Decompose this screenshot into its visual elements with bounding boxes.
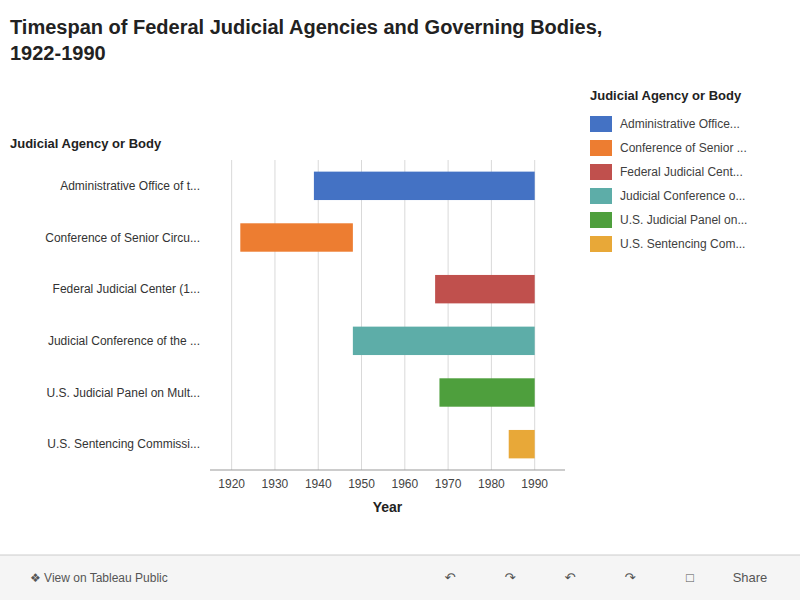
legend-swatch [590, 116, 612, 132]
y-tick-label: Administrative Office of t... [60, 179, 200, 193]
footer-icon: ↷ [505, 570, 517, 585]
y-tick-label: U.S. Sentencing Commissi... [47, 437, 200, 451]
bars [240, 172, 534, 459]
bar [439, 378, 534, 406]
x-tick-label: 1920 [218, 477, 245, 491]
title: Timespan of Federal Judicial Agencies an… [10, 16, 602, 38]
background [0, 0, 800, 600]
x-axis-label: Year [373, 499, 403, 515]
y-tick-label: Judicial Conference of the ... [48, 334, 200, 348]
grid-line [448, 160, 449, 470]
grid-line [318, 160, 319, 470]
bar [353, 327, 535, 355]
footer-icon: ↶ [565, 570, 576, 585]
x-axis-line [210, 470, 565, 471]
bar [314, 172, 535, 200]
grid-line [491, 160, 492, 470]
subtitle: 1922-1990 [10, 42, 106, 64]
legend-label: Judicial Conference o... [620, 189, 745, 203]
x-tick-label: 1980 [478, 477, 505, 491]
legend-label: U.S. Judicial Panel on... [620, 213, 747, 227]
footer [0, 555, 800, 600]
legend-label: Administrative Office... [620, 117, 740, 131]
bar [435, 275, 535, 303]
legend-swatch [590, 236, 612, 252]
legend-label: Conference of Senior ... [620, 141, 747, 155]
grid-line [404, 160, 405, 470]
bar [240, 223, 353, 251]
x-tick-label: 1960 [391, 477, 418, 491]
chart: Timespan of Federal Judicial Agencies an… [0, 0, 800, 600]
footer-icon: ↶ [445, 570, 456, 585]
footer-icon: ↷ [625, 570, 637, 585]
x-tick-label: 1950 [348, 477, 375, 491]
footer-icon: Share [733, 570, 768, 585]
footer-text: ❖ View on Tableau Public [30, 571, 168, 585]
x-tick-label: 1930 [262, 477, 289, 491]
legend: Judicial Agency or Body Administrative Of… [590, 88, 747, 252]
y-axis-label: Judicial Agency or Body [10, 136, 162, 151]
legend-label: U.S. Sentencing Com... [620, 237, 745, 251]
legend-swatch [590, 212, 612, 228]
legend-swatch [590, 140, 612, 156]
y-tick-label: Federal Judicial Center (1... [53, 282, 200, 296]
legend-swatch [590, 188, 612, 204]
grid-line [274, 160, 275, 470]
footer-border [0, 555, 800, 556]
footer-icon: □ [686, 570, 694, 585]
grid-line [361, 160, 362, 470]
legend-swatch [590, 164, 612, 180]
x-tick-label: 1940 [305, 477, 332, 491]
grid [232, 160, 535, 470]
legend-label: Federal Judicial Cent... [620, 165, 743, 179]
x-tick-label: 1970 [435, 477, 462, 491]
y-tick-label: U.S. Judicial Panel on Mult... [47, 386, 200, 400]
legend-title: Judicial Agency or Body [590, 88, 742, 103]
grid-line [534, 160, 535, 470]
bar [509, 430, 535, 458]
grid-line [231, 160, 232, 470]
y-tick-label: Conference of Senior Circu... [45, 231, 200, 245]
x-tick-label: 1990 [521, 477, 548, 491]
